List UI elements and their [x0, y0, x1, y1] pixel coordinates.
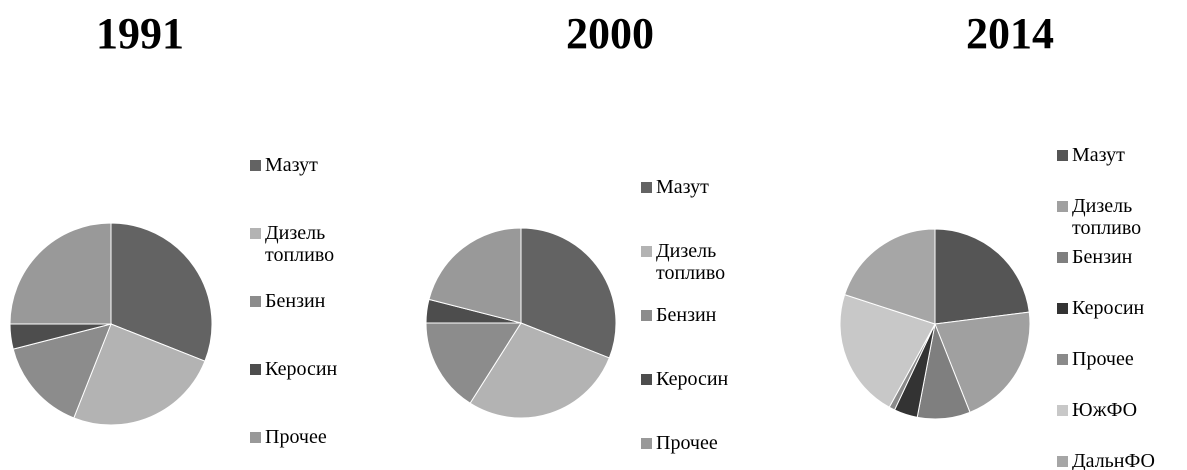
legend-swatch [250, 364, 261, 375]
legend-swatch [250, 228, 261, 239]
pie-slice [73, 323, 206, 426]
chart-title: 1991 [96, 9, 184, 58]
legend-label: Керосин [265, 358, 338, 380]
legend-entry: Прочее [1057, 348, 1172, 370]
pie-slice [934, 311, 1031, 413]
pie-slice [934, 228, 1030, 325]
legend-swatch [1057, 405, 1068, 416]
legend-entry: ДальнФО [1057, 450, 1172, 470]
legend-label: Мазут [1072, 144, 1125, 166]
legend-label: Прочее [265, 426, 327, 448]
chart-title: 2000 [566, 9, 654, 58]
legend-swatch [641, 182, 652, 193]
legend-swatch [250, 160, 261, 171]
legend-entry: Мазут [641, 176, 756, 198]
legend-swatch [1057, 252, 1068, 263]
legend-swatch [1057, 354, 1068, 365]
legend-swatch [250, 296, 261, 307]
pie-slice [425, 322, 522, 404]
legend-entry: Керосин [641, 368, 756, 390]
legend-swatch [641, 310, 652, 321]
legend-label: Бензин [656, 304, 717, 326]
legend-label: Мазут [656, 176, 709, 198]
legend-label: Дизель топливо [265, 222, 335, 266]
legend-entry: Дизель топливо [1057, 195, 1172, 239]
legend-entry: Прочее [641, 432, 756, 454]
legend-label: Прочее [656, 432, 718, 454]
legend-swatch [641, 438, 652, 449]
legend-label: ЮжФО [1072, 399, 1138, 421]
pie-slice [110, 222, 213, 362]
legend-label: Керосин [1072, 297, 1145, 319]
pie-slice [844, 228, 936, 325]
legend-entry: ЮжФО [1057, 399, 1172, 421]
pie-slice [469, 322, 610, 419]
legend-swatch [641, 246, 652, 257]
legend-label: Бензин [1072, 246, 1133, 268]
legend-swatch [250, 432, 261, 443]
legend-entry: Керосин [250, 358, 365, 380]
legend-swatch [1057, 456, 1068, 467]
legend-entry: Бензин [250, 290, 365, 312]
chart-title: 2014 [966, 9, 1054, 58]
legend-swatch [1057, 201, 1068, 212]
pie-slice [839, 294, 936, 408]
legend-label: Мазут [265, 154, 318, 176]
legend-label: Дизель топливо [656, 240, 726, 284]
legend-swatch [1057, 150, 1068, 161]
legend-swatch [641, 374, 652, 385]
pie-slice [9, 222, 112, 325]
legend-entry: Мазут [250, 154, 365, 176]
pie-slice [520, 227, 617, 359]
legend-swatch [1057, 303, 1068, 314]
legend-entry: Керосин [1057, 297, 1172, 319]
pie-slice [428, 227, 522, 324]
legend-entry: Дизель топливо [641, 240, 756, 284]
legend-entry: Дизель топливо [250, 222, 365, 266]
legend-label: Бензин [265, 290, 326, 312]
legend-label: Керосин [656, 368, 729, 390]
legend-entry: Бензин [1057, 246, 1172, 268]
legend-entry: Прочее [250, 426, 365, 448]
legend-label: Дизель топливо [1072, 195, 1142, 239]
legend-label: ДальнФО [1072, 450, 1155, 470]
legend-entry: Бензин [641, 304, 756, 326]
legend-label: Прочее [1072, 348, 1134, 370]
pie-slice [12, 323, 112, 419]
legend-entry: Мазут [1057, 144, 1172, 166]
